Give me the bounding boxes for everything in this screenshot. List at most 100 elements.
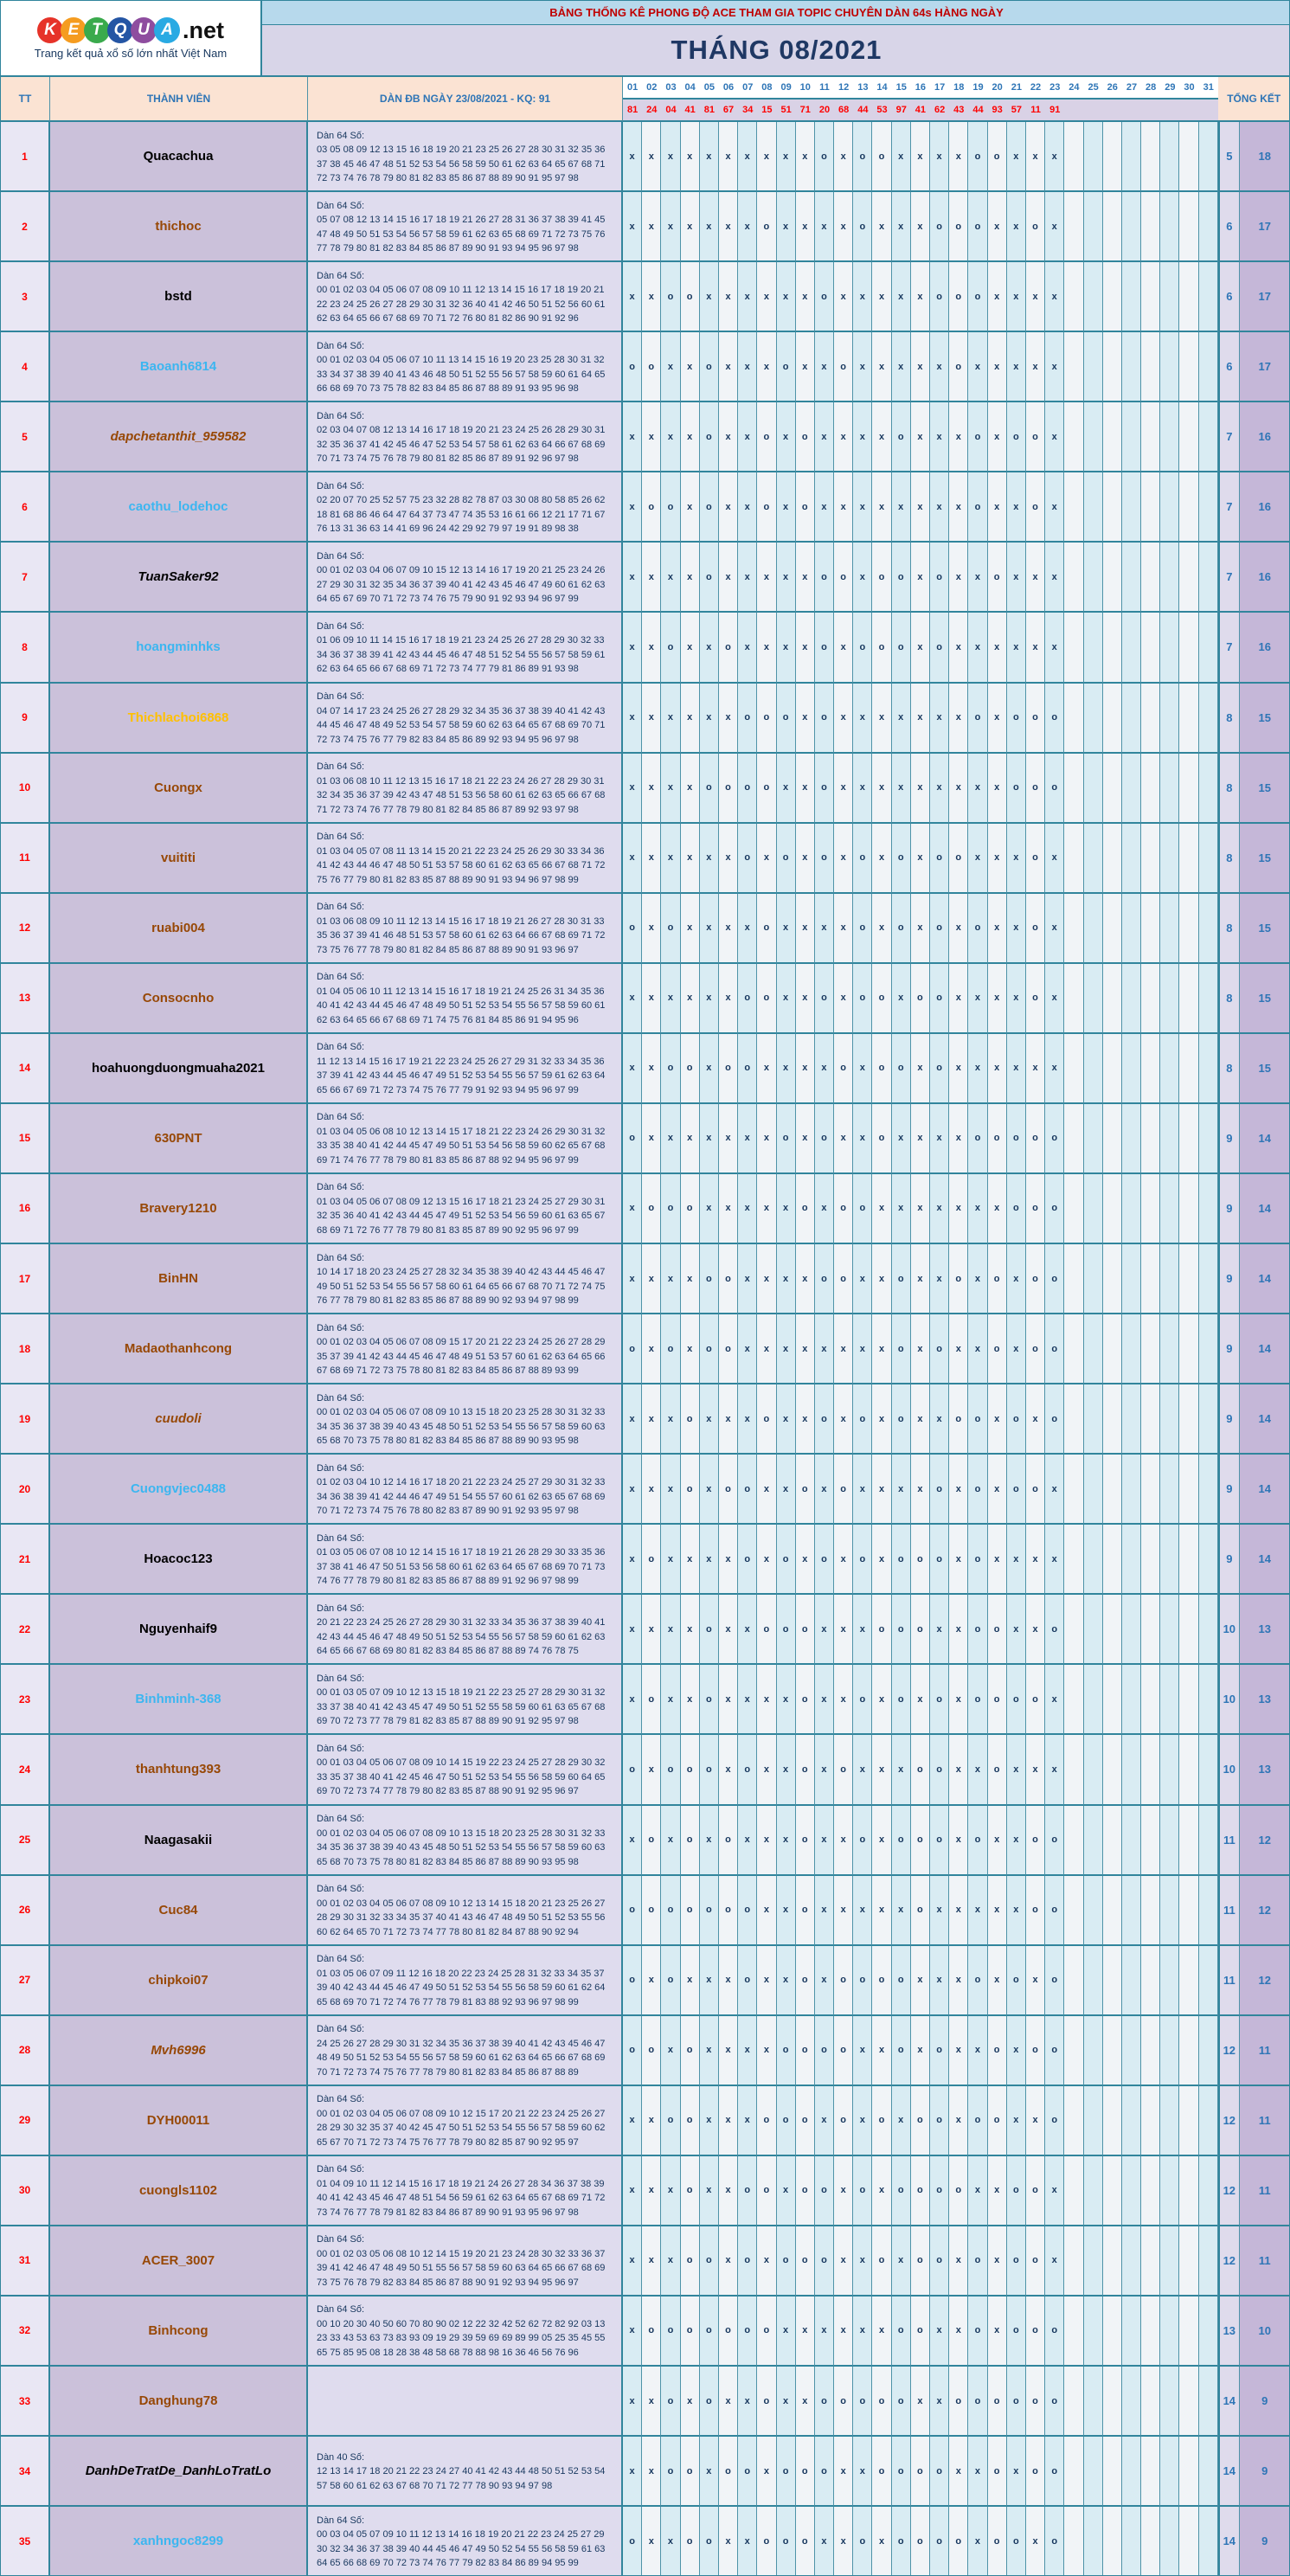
empty-day-cell	[1198, 1103, 1218, 1174]
miss-mark: o	[642, 1805, 662, 1876]
day-result: 93	[987, 100, 1007, 122]
empty-day-cell	[1083, 2155, 1103, 2226]
hit-mark: x	[661, 753, 681, 824]
miss-mark: o	[834, 2085, 854, 2156]
miss-mark: o	[853, 2367, 873, 2438]
hit-mark: x	[776, 543, 796, 613]
total-hit-count: 16	[1239, 402, 1289, 473]
day-result: 53	[872, 100, 892, 122]
day-number: 16	[910, 77, 930, 100]
miss-mark: o	[910, 1805, 930, 1876]
hit-mark: x	[987, 1173, 1007, 1244]
miss-mark: o	[853, 893, 873, 964]
miss-mark: o	[814, 1384, 835, 1455]
miss-mark: o	[757, 472, 777, 543]
hit-mark: x	[642, 963, 662, 1034]
miss-mark: o	[814, 122, 835, 193]
miss-mark: o	[1025, 1173, 1046, 1244]
hit-mark: x	[757, 2437, 777, 2508]
miss-mark: o	[891, 543, 911, 613]
day-result: 71	[795, 100, 815, 122]
total-hit-count: 13	[1239, 1735, 1289, 1806]
total-hit-count: 17	[1239, 262, 1289, 333]
hit-mark: x	[930, 1173, 950, 1244]
total-hit-count: 14	[1239, 1455, 1289, 1526]
hit-mark: x	[718, 893, 739, 964]
empty-day-cell	[1198, 893, 1218, 964]
empty-day-cell	[1179, 753, 1199, 824]
empty-day-cell	[1083, 823, 1103, 894]
miss-mark: o	[680, 2015, 700, 2086]
hit-mark: x	[757, 1455, 777, 1526]
day-result: 41	[680, 100, 700, 122]
miss-mark: o	[872, 2437, 892, 2508]
empty-day-cell	[1064, 963, 1084, 1034]
hit-mark: x	[930, 1103, 950, 1174]
hit-mark: x	[1045, 893, 1065, 964]
empty-day-cell	[1064, 1735, 1084, 1806]
miss-mark: o	[949, 2155, 969, 2226]
total-miss-count: 9	[1217, 1314, 1240, 1385]
empty-day-cell	[1141, 2507, 1161, 2575]
empty-day-cell	[1064, 2507, 1084, 2575]
hit-mark: x	[949, 1455, 969, 1526]
total-miss-count: 6	[1217, 332, 1240, 403]
miss-mark: o	[757, 963, 777, 1034]
row-number: 21	[1, 1525, 50, 1596]
hit-mark: x	[930, 1384, 950, 1455]
col-header-dan: DÀN ĐB NGÀY 23/08/2021 - KQ: 91	[308, 77, 623, 122]
miss-mark: o	[738, 753, 758, 824]
hit-mark: x	[661, 1805, 681, 1876]
logo-tagline: Trang kết quả xổ số lớn nhất Việt Nam	[34, 46, 228, 60]
miss-mark: o	[891, 613, 911, 684]
miss-mark: o	[910, 2085, 930, 2156]
miss-mark: o	[814, 1244, 835, 1315]
hit-mark: x	[738, 1805, 758, 1876]
hit-mark: x	[930, 753, 950, 824]
empty-day-cell	[1179, 1525, 1199, 1596]
miss-mark: o	[891, 893, 911, 964]
hit-mark: x	[834, 753, 854, 824]
hit-mark: x	[661, 2507, 681, 2575]
dan-numbers: Dàn 64 Số: 00 01 03 04 05 06 07 08 09 10…	[308, 1735, 623, 1806]
hit-mark: x	[699, 683, 719, 754]
empty-day-cell	[1121, 1875, 1142, 1946]
total-hit-count: 11	[1239, 2155, 1289, 2226]
hit-mark: x	[1006, 472, 1026, 543]
miss-mark: o	[680, 1033, 700, 1104]
total-miss-count: 11	[1217, 1945, 1240, 2016]
miss-mark: o	[968, 1665, 988, 1736]
table-row: 32 Binhcong Dàn 64 Số: 00 10 20 30 40 50 6…	[1, 2296, 1289, 2367]
dan-numbers: Dàn 64 Số: 01 04 05 06 10 11 12 13 14 15…	[308, 963, 623, 1034]
empty-day-cell	[1198, 1525, 1218, 1596]
member-name: DanhDeTratDe_DanhLoTratLo	[50, 2437, 308, 2508]
miss-mark: o	[1006, 1103, 1026, 1174]
member-name: TuanSaker92	[50, 543, 308, 613]
hit-mark: x	[661, 683, 681, 754]
hit-mark: x	[699, 1384, 719, 1455]
hit-mark: x	[910, 122, 930, 193]
dan-numbers: Dàn 64 Số: 24 25 26 27 28 29 30 31 32 34…	[308, 2015, 623, 2086]
member-name: 630PNT	[50, 1103, 308, 1174]
row-number: 32	[1, 2296, 50, 2367]
day-number: 13	[853, 77, 873, 100]
day-column-header: 24	[1064, 77, 1084, 122]
table-row: 26 Cuc84 Dàn 64 Số: 00 01 02 03 04 05 06 0…	[1, 1875, 1289, 1946]
hit-mark: x	[834, 2296, 854, 2367]
hit-mark: x	[1025, 2085, 1046, 2156]
day-column-header: 19 44	[968, 77, 988, 122]
row-number: 11	[1, 823, 50, 894]
hit-mark: x	[1025, 1595, 1046, 1666]
empty-day-cell	[1141, 1455, 1161, 1526]
empty-day-cell	[1160, 2226, 1180, 2297]
empty-day-cell	[1141, 2226, 1161, 2297]
hit-mark: x	[623, 823, 643, 894]
miss-mark: o	[795, 2155, 815, 2226]
hit-mark: x	[930, 1244, 950, 1315]
hit-mark: x	[987, 1945, 1007, 2016]
hit-mark: x	[776, 963, 796, 1034]
hit-mark: x	[834, 1525, 854, 1596]
miss-mark: o	[680, 2226, 700, 2297]
hit-mark: x	[987, 1805, 1007, 1876]
